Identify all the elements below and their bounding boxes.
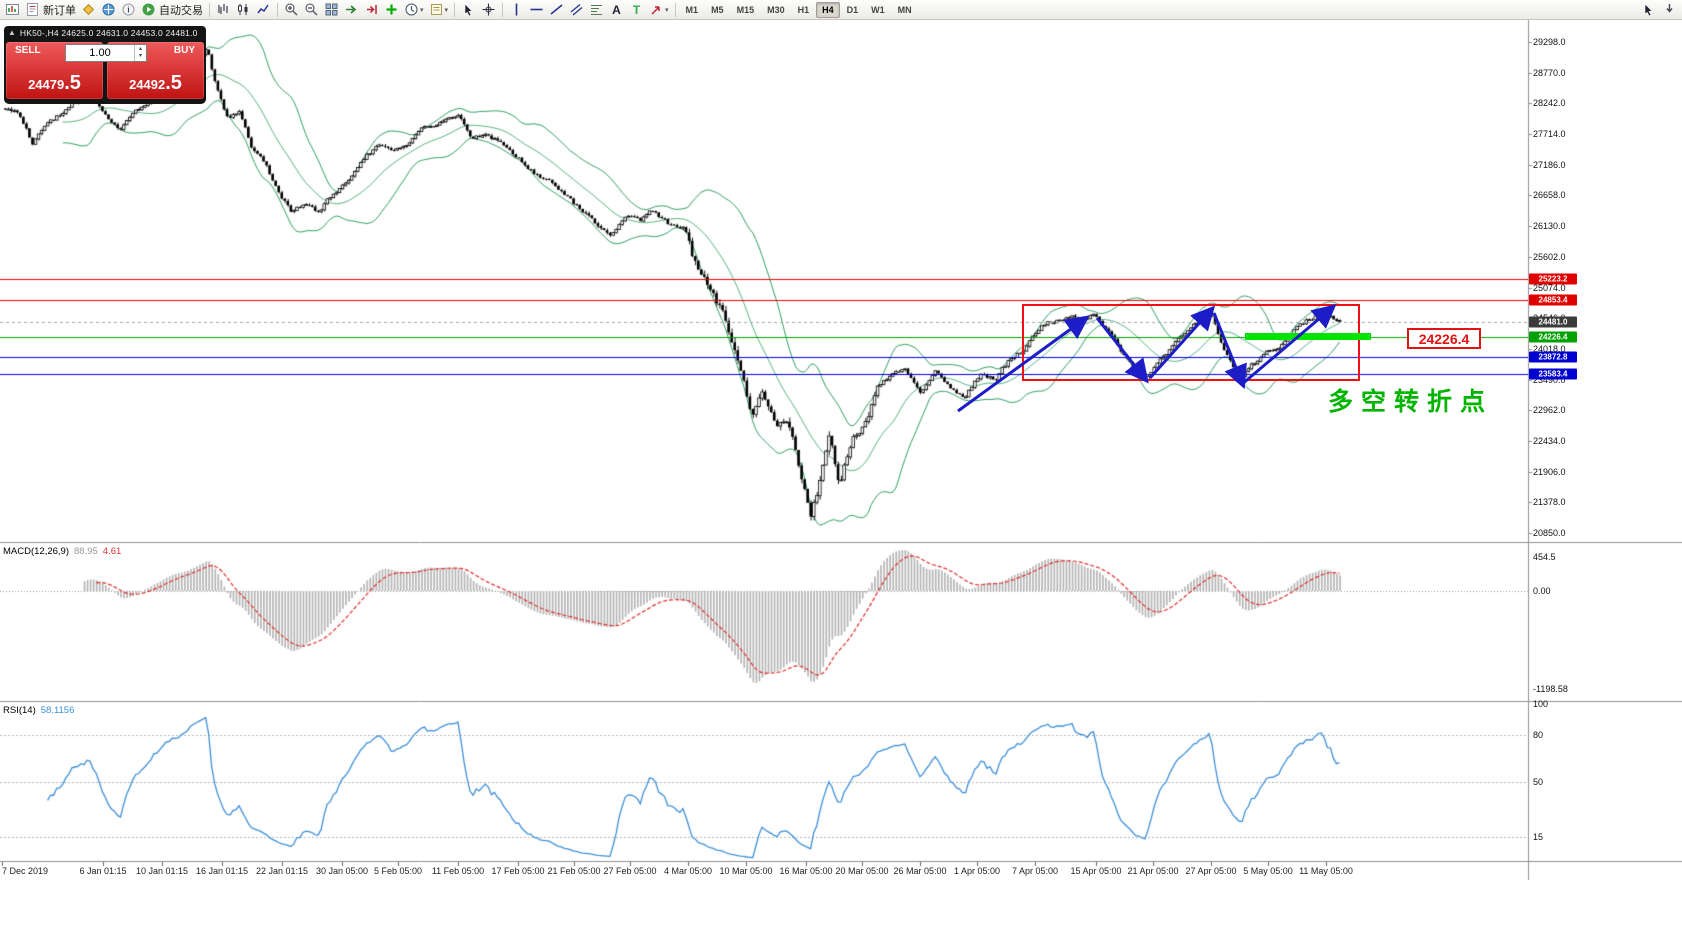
dropdown-caret-icon[interactable]: ▾ bbox=[444, 6, 449, 14]
main-toolbar: 新订单 i 自动交易 ▾ ▾ A T ▾ M1 M5 M15 M30 H1 H4 D1 W1 MN bbox=[0, 0, 1682, 20]
volume-up-icon[interactable]: ▴ bbox=[138, 46, 142, 53]
chart-shift-icon[interactable] bbox=[362, 1, 381, 19]
timeframe-M1[interactable]: M1 bbox=[685, 4, 699, 15]
level-highlight-segment[interactable] bbox=[1245, 333, 1371, 340]
crosshair-icon[interactable] bbox=[479, 1, 498, 19]
autotrading-button-label: 自动交易 bbox=[159, 4, 203, 17]
periods-icon[interactable]: ▾ bbox=[402, 1, 426, 19]
zoom-out-icon[interactable] bbox=[302, 1, 321, 19]
tile-windows-icon[interactable] bbox=[322, 1, 341, 19]
macd-name: MACD(12,26,9) bbox=[3, 546, 69, 557]
dropdown-caret-icon[interactable]: ▾ bbox=[665, 6, 669, 14]
sell-price: 24479.5 bbox=[28, 72, 81, 94]
candlestick-chart-icon[interactable] bbox=[234, 1, 253, 19]
new-order-button-label: 新订单 bbox=[43, 4, 76, 17]
new-chart-icon[interactable] bbox=[3, 1, 22, 19]
macd-indicator-label: MACD(12,26,9) 88.95 4.61 bbox=[3, 546, 121, 557]
timeframe-W1[interactable]: W1 bbox=[871, 4, 885, 15]
fibonacci-icon[interactable] bbox=[587, 1, 606, 19]
toolbar-separator bbox=[674, 2, 676, 17]
metaeditor-icon[interactable] bbox=[79, 1, 98, 19]
bar-chart-icon[interactable] bbox=[214, 1, 233, 19]
volume-value: 1.00 bbox=[89, 47, 111, 59]
autotrading-button[interactable]: 自动交易 bbox=[139, 1, 205, 19]
trade-panel-body: SELL 24479.5 BUY 24492.5 1.00 ▴ ▾ bbox=[4, 40, 206, 104]
svg-text:i: i bbox=[127, 6, 129, 15]
volume-input[interactable]: 1.00 ▴ ▾ bbox=[65, 44, 147, 62]
templates-icon[interactable]: ▾ bbox=[427, 1, 451, 19]
dropdown-caret-icon[interactable]: ▾ bbox=[420, 6, 424, 14]
toolbar-separator bbox=[277, 2, 278, 17]
text-icon[interactable]: A bbox=[607, 1, 626, 19]
cursor-icon[interactable] bbox=[459, 1, 478, 19]
toolbar-separator bbox=[454, 2, 456, 17]
volume-down-icon[interactable]: ▾ bbox=[138, 53, 142, 59]
collapse-panel-icon[interactable]: ▲ bbox=[8, 28, 16, 37]
timeframe-H1[interactable]: H1 bbox=[797, 4, 810, 15]
timeframe-H4[interactable]: H4 bbox=[816, 1, 840, 18]
timeframe-M5[interactable]: M5 bbox=[711, 4, 724, 15]
timeframe-D1[interactable]: D1 bbox=[846, 4, 859, 15]
toolbar-right-group bbox=[1639, 1, 1679, 19]
svg-text:A: A bbox=[612, 3, 621, 17]
timeframe-MN[interactable]: MN bbox=[897, 4, 912, 15]
sell-label: SELL bbox=[15, 45, 41, 56]
one-click-trading-panel: ▲ HK50-,H4 24625.0 24631.0 24453.0 24481… bbox=[4, 26, 206, 104]
indicators-icon[interactable] bbox=[382, 1, 401, 19]
zoom-in-icon[interactable] bbox=[282, 1, 301, 19]
buy-label: BUY bbox=[173, 45, 195, 56]
turning-point-annotation: 多空转折点 bbox=[1328, 388, 1494, 416]
macd-signal-value: 4.61 bbox=[102, 546, 122, 557]
toolbar-separator bbox=[502, 2, 504, 17]
timeframe-M30[interactable]: M30 bbox=[767, 4, 785, 15]
channel-icon[interactable] bbox=[567, 1, 586, 19]
arrows-icon[interactable]: ▾ bbox=[647, 1, 671, 19]
rsi-name: RSI(14) bbox=[3, 705, 36, 716]
line-chart-icon[interactable] bbox=[254, 1, 273, 19]
buy-price: 24492.5 bbox=[129, 72, 182, 94]
market-watch-icon[interactable] bbox=[99, 1, 118, 19]
volume-stepper[interactable]: ▴ ▾ bbox=[134, 45, 146, 61]
label-icon[interactable]: T bbox=[627, 1, 646, 19]
window-cursor-icon[interactable] bbox=[1639, 1, 1658, 19]
consolidation-box-annotation[interactable] bbox=[1022, 304, 1360, 381]
new-order-button[interactable]: 新订单 bbox=[23, 1, 78, 19]
window-pointer-icon[interactable] bbox=[1660, 1, 1679, 19]
timeframe-M15[interactable]: M15 bbox=[736, 4, 755, 15]
macd-main-value: 88.95 bbox=[74, 546, 98, 557]
trendline-icon[interactable] bbox=[547, 1, 566, 19]
chart-ohlc-title-bar: ▲ HK50-,H4 24625.0 24631.0 24453.0 24481… bbox=[4, 26, 206, 40]
vertical-line-icon[interactable] bbox=[507, 1, 526, 19]
rsi-value: 58.1156 bbox=[40, 705, 75, 716]
rsi-indicator-label: RSI(14) 58.1156 bbox=[3, 705, 74, 716]
horizontal-line-icon[interactable] bbox=[527, 1, 546, 19]
svg-text:T: T bbox=[633, 3, 641, 17]
toolbar-separator bbox=[209, 2, 210, 17]
price-callout[interactable]: 24226.4 bbox=[1407, 328, 1481, 349]
chart-ohlc-title: HK50-,H4 24625.0 24631.0 24453.0 24481.0 bbox=[19, 28, 198, 38]
data-window-icon[interactable]: i bbox=[119, 1, 138, 19]
auto-scroll-icon[interactable] bbox=[342, 1, 361, 19]
